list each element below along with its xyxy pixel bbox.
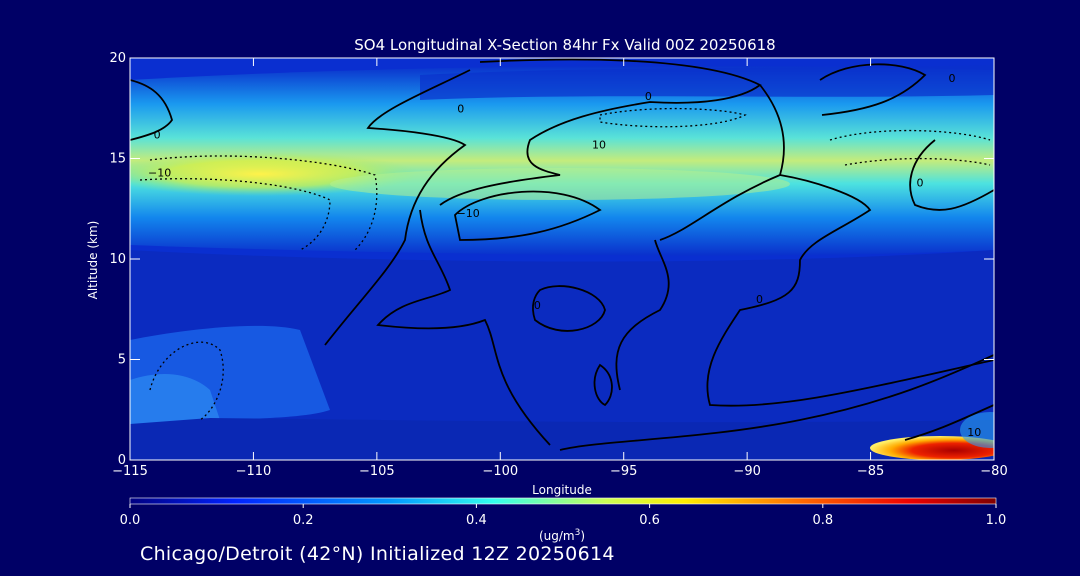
colorbar-units: (ug/m3) [539,528,585,543]
dashed-contours [139,107,991,421]
concentration-field [130,58,994,460]
contour-label: −10 [457,207,480,220]
y-axis-label: Altitude (km) [86,221,100,300]
colorbar-tick-label: 1.0 [986,513,1007,528]
colorbar [129,497,997,505]
y-tick-label: 0 [118,453,126,468]
contour-label: 0 [534,299,541,312]
colorbar-ticks: 0.0 0.2 0.4 0.6 0.8 1.0 [120,504,1007,528]
x-tick-label: −115 [112,464,148,479]
y-tick-label: 5 [118,353,126,368]
contour-label: 0 [154,128,161,141]
x-tick-label: −80 [980,464,1007,479]
contour-label: 10 [592,138,606,151]
contour-label: 10 [967,426,981,439]
x-tick-label: −110 [236,464,272,479]
contour-lines [130,58,994,451]
contour-label: −10 [148,167,171,180]
colorbar-tick-label: 0.4 [466,513,487,528]
x-tick-label: −105 [359,464,395,479]
contour-label: 0 [916,177,923,190]
colorbar-tick-label: 0.6 [639,513,660,528]
colorbar-units-sup: 3 [575,528,581,538]
colorbar-units-base: (ug/m [539,529,575,543]
contour-label: 0 [457,102,464,115]
y-tick-label: 15 [109,152,126,167]
y-tick-label: 20 [109,51,126,66]
colorbar-tick-label: 0.8 [812,513,833,528]
x-tick-label: −90 [733,464,760,479]
chart-title: SO4 Longitudinal X-Section 84hr Fx Valid… [354,36,775,54]
colorbar-units-close: ) [580,529,585,543]
contour-label: 0 [756,293,763,306]
x-axis: −115 −110 −105 −100 −95 −90 −85 −80 [112,58,1008,479]
y-axis: 0 5 10 15 20 [109,51,994,468]
colorbar-tick-label: 0.0 [120,513,141,528]
x-tick-label: −95 [610,464,637,479]
footer-caption: Chicago/Detroit (42°N) Initialized 12Z 2… [140,543,615,565]
contour-label-layer: 0 −10 0 −10 0 10 0 0 0 0 10 [148,72,981,439]
x-axis-label: Longitude [532,483,592,497]
contour-label: 0 [949,72,956,85]
x-tick-label: −100 [482,464,518,479]
x-tick-label: −85 [857,464,884,479]
contour-label: 0 [645,90,652,103]
y-tick-label: 10 [109,252,126,267]
colorbar-tick-label: 0.2 [293,513,314,528]
